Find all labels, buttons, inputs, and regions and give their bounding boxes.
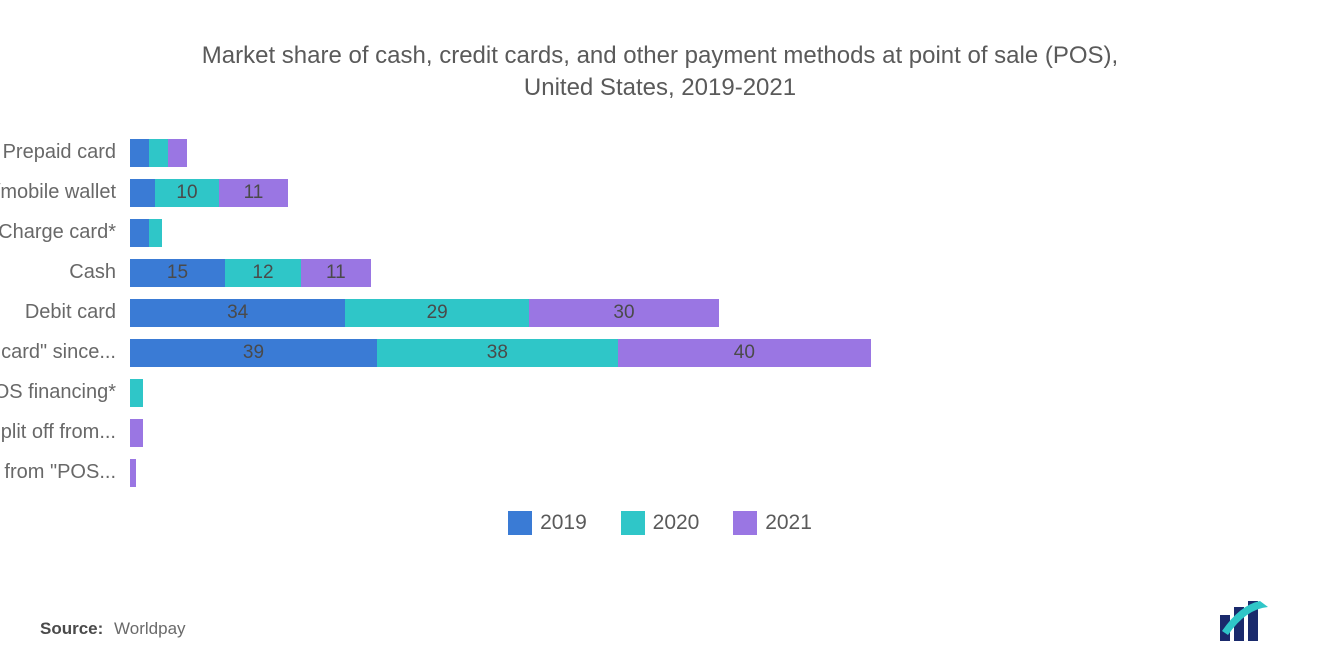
chart-row: Debit card342930 xyxy=(130,293,1230,333)
bar-segment: 29 xyxy=(345,299,529,327)
legend-item-2020: 2020 xyxy=(621,511,700,535)
plot-area: Prepaid cardE-wallet, Digital/mobile wal… xyxy=(130,133,1230,493)
bar-segment: 11 xyxy=(301,259,371,287)
chart-row: Buy Now, Pay Later (split off from "POS.… xyxy=(130,453,1230,493)
bar-segment xyxy=(130,419,143,447)
bar-group xyxy=(130,419,143,447)
legend-swatch-2019 xyxy=(508,511,532,535)
chart-row: POS financing* xyxy=(130,373,1230,413)
category-label: POS financing* xyxy=(0,381,130,404)
bar-group: 1011 xyxy=(130,179,288,207)
bar-segment xyxy=(149,219,162,247)
bar-segment: 40 xyxy=(618,339,871,367)
title-line-1: Market share of cash, credit cards, and … xyxy=(202,42,1118,69)
legend-label-2021: 2021 xyxy=(765,511,812,535)
bar-segment xyxy=(130,139,149,167)
bar-segment xyxy=(168,139,187,167)
bar-group xyxy=(130,139,187,167)
bar-segment: 34 xyxy=(130,299,345,327)
bar-segment: 11 xyxy=(219,179,289,207)
source-text: Worldpay xyxy=(114,619,186,638)
chart-row: Credit card (incl. "charge card" since..… xyxy=(130,333,1230,373)
bar-segment: 30 xyxy=(529,299,719,327)
category-label: Buy Now, Pay Later (split off from "POS.… xyxy=(0,461,130,484)
bar-group: 151211 xyxy=(130,259,371,287)
legend-label-2019: 2019 xyxy=(540,511,587,535)
bar-segment xyxy=(130,379,143,407)
source-prefix: Source: xyxy=(40,619,103,638)
bar-group: 342930 xyxy=(130,299,719,327)
title-line-2: United States, 2019-2021 xyxy=(524,74,796,101)
chart-row: E-wallet, Digital/mobile wallet1011 xyxy=(130,173,1230,213)
legend-swatch-2021 xyxy=(733,511,757,535)
chart-container: Market share of cash, credit cards, and … xyxy=(0,0,1320,665)
category-label: Retailer/bank financing (split off from.… xyxy=(0,421,130,444)
bar-segment: 38 xyxy=(377,339,618,367)
chart-row: Charge card* xyxy=(130,213,1230,253)
bar-group xyxy=(130,219,162,247)
bar-segment xyxy=(130,219,149,247)
brand-logo xyxy=(1220,601,1284,641)
chart-row: Prepaid card xyxy=(130,133,1230,173)
legend-item-2019: 2019 xyxy=(508,511,587,535)
category-label: E-wallet, Digital/mobile wallet xyxy=(0,181,130,204)
category-label: Prepaid card xyxy=(0,141,130,164)
chart-row: Retailer/bank financing (split off from.… xyxy=(130,413,1230,453)
bar-segment: 15 xyxy=(130,259,225,287)
bar-segment: 39 xyxy=(130,339,377,367)
bar-segment: 12 xyxy=(225,259,301,287)
bar-segment xyxy=(130,459,136,487)
bar-segment: 10 xyxy=(155,179,218,207)
chart-row: Cash151211 xyxy=(130,253,1230,293)
legend: 2019 2020 2021 xyxy=(40,511,1280,541)
category-label: Credit card (incl. "charge card" since..… xyxy=(0,341,130,364)
category-label: Charge card* xyxy=(0,221,130,244)
source-attribution: Source: Worldpay xyxy=(40,619,186,639)
bar-group xyxy=(130,379,143,407)
bar-segment xyxy=(130,179,155,207)
chart-title: Market share of cash, credit cards, and … xyxy=(110,40,1210,105)
legend-item-2021: 2021 xyxy=(733,511,812,535)
legend-label-2020: 2020 xyxy=(653,511,700,535)
category-label: Cash xyxy=(0,261,130,284)
legend-swatch-2020 xyxy=(621,511,645,535)
bar-group xyxy=(130,459,136,487)
bar-group: 393840 xyxy=(130,339,871,367)
category-label: Debit card xyxy=(0,301,130,324)
bar-segment xyxy=(149,139,168,167)
